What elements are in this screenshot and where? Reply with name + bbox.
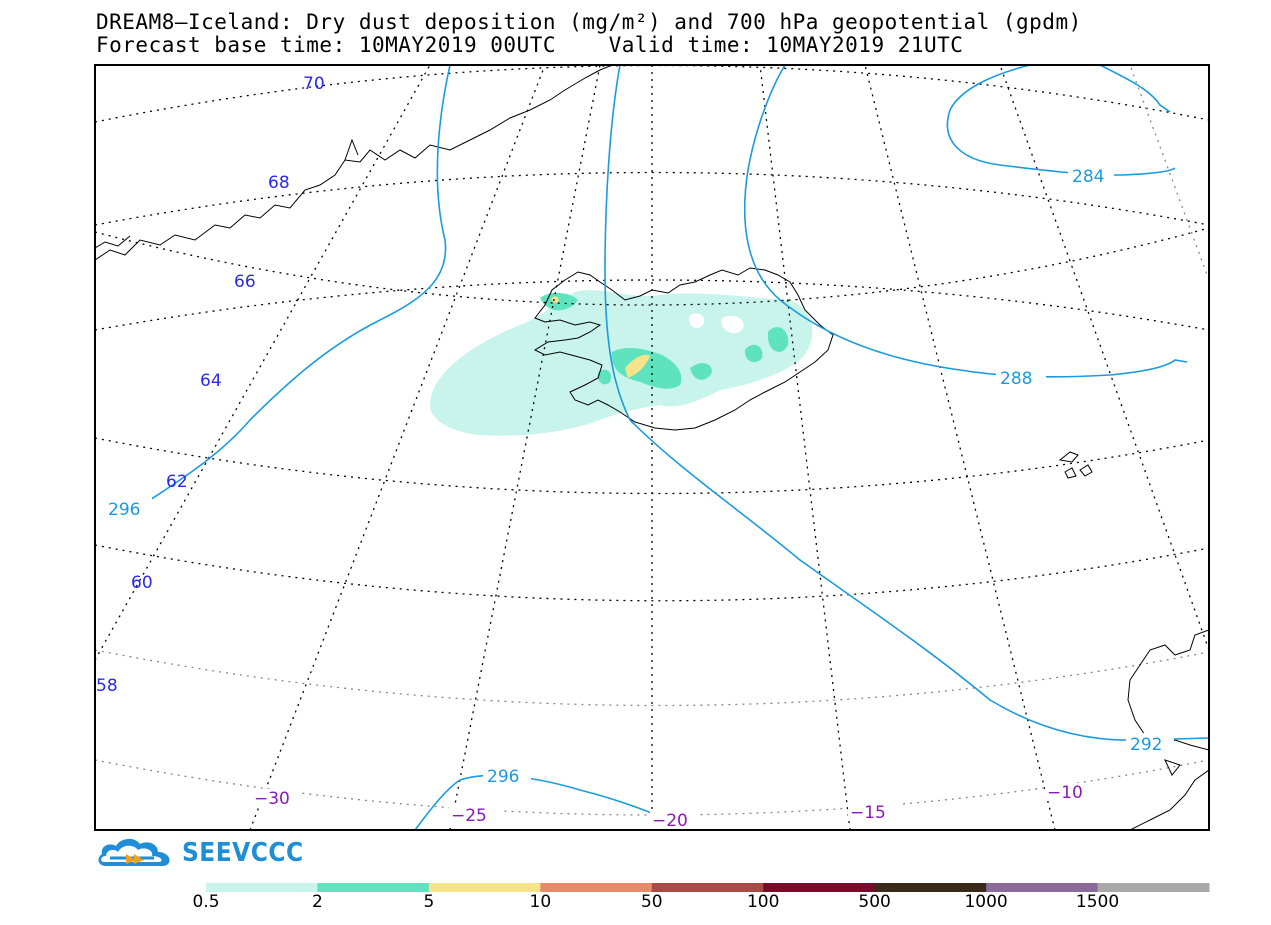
- colorbar-segment: [540, 883, 653, 892]
- lon-label-minus25: −25: [451, 806, 487, 826]
- contour-label-292: 292: [1130, 735, 1162, 755]
- colorbar-level-label: 0.5: [192, 892, 220, 912]
- lat-label-70: 70: [303, 74, 325, 94]
- map-title: DREAM8—Iceland: Dry dust deposition (mg/…: [96, 10, 1082, 34]
- contour-label-288: 288: [1000, 369, 1032, 389]
- cloud-arrow-icon: [98, 838, 170, 866]
- colorbar-level-label: 500: [858, 892, 891, 912]
- coastline: [95, 65, 1209, 830]
- logo-text: SEEVCCC: [182, 838, 304, 868]
- seevccc-logo: SEEVCCC: [96, 836, 317, 870]
- dust-deposition-field: [430, 290, 813, 436]
- latitude-grid: [95, 65, 1209, 816]
- lat-label-66: 66: [234, 272, 256, 292]
- lon-label-minus20: −20: [652, 811, 688, 831]
- lon-label-minus15: −15: [850, 803, 886, 823]
- colorbar-segment: [986, 883, 1099, 892]
- lon-label-minus30: −30: [254, 789, 290, 809]
- lat-label-60: 60: [131, 573, 153, 593]
- colorbar-segment: [763, 883, 876, 892]
- contour-label-296-west: 296: [108, 500, 140, 520]
- colorbar-level-label: 1500: [1075, 892, 1120, 912]
- contour-label-296-south: 296: [487, 767, 519, 787]
- colorbar-segment: [651, 883, 764, 892]
- colorbar-level-label: 5: [423, 892, 435, 912]
- colorbar-level-label: 10: [529, 892, 552, 912]
- lat-label-58: 58: [96, 676, 118, 696]
- dust-field-high: [625, 354, 650, 378]
- colorbar: [206, 883, 1210, 892]
- colorbar-level-label: 2: [312, 892, 323, 912]
- map-area: [95, 65, 1209, 830]
- lon-label-minus10: −10: [1047, 783, 1083, 803]
- map-frame: [94, 64, 1210, 831]
- map-subtitle: Forecast base time: 10MAY2019 00UTC Vali…: [96, 33, 964, 57]
- lat-label-64: 64: [200, 371, 222, 391]
- colorbar-level-label: 1000: [964, 892, 1008, 912]
- colorbar-segment: [206, 883, 318, 892]
- longitude-labels: −30 −25 −20 −15 −10: [252, 783, 1097, 831]
- colorbar-segment: [428, 883, 541, 892]
- latitude-labels: 70 68 66 64 62 60 58: [96, 74, 325, 696]
- colorbar-level-label: 50: [640, 892, 663, 912]
- colorbar-segment: [874, 883, 987, 892]
- colorbar-segment: [317, 883, 430, 892]
- colorbar-level-label: 100: [746, 892, 780, 912]
- colorbar-segment: [1097, 883, 1210, 892]
- lat-label-68: 68: [268, 173, 290, 193]
- latitude-grid-upper: [95, 227, 1209, 306]
- lat-label-62: 62: [166, 472, 188, 492]
- geopotential-contours: [107, 65, 1209, 830]
- iceland-coast: [533, 267, 834, 431]
- dust-field-mid: [611, 348, 682, 389]
- longitude-grid: [95, 65, 1209, 830]
- contour-label-284: 284: [1072, 167, 1104, 187]
- contour-labels: 284 288 292 296 296: [104, 165, 1174, 787]
